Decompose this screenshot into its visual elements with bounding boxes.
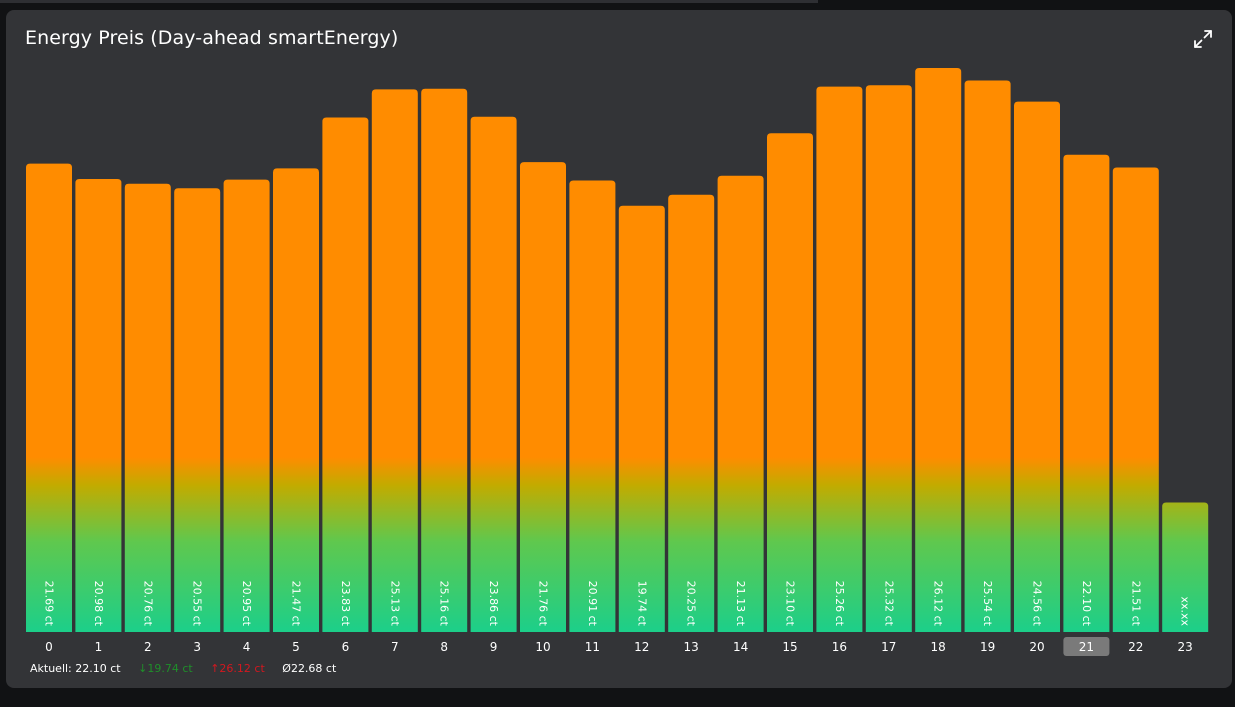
bar-4[interactable]	[223, 179, 270, 632]
x-tick-7: 7	[391, 640, 399, 654]
bar-11[interactable]	[569, 180, 616, 633]
value-label-15: 23.10 ct	[784, 581, 797, 627]
value-label-23: xx.xx	[1179, 596, 1192, 626]
x-tick-20: 20	[1029, 640, 1044, 654]
x-tick-16: 16	[832, 640, 847, 654]
value-label-4: 20.95 ct	[240, 581, 253, 627]
max-price: ↑26.12 ct	[210, 662, 265, 675]
x-tick-10: 10	[535, 640, 550, 654]
top-strip	[0, 0, 818, 3]
bar-3[interactable]	[174, 188, 221, 632]
value-label-3: 20.55 ct	[191, 581, 204, 627]
x-tick-5: 5	[292, 640, 300, 654]
x-tick-13: 13	[684, 640, 699, 654]
bar-19[interactable]	[964, 80, 1011, 632]
value-label-7: 25.13 ct	[388, 581, 401, 627]
bar-14[interactable]	[717, 175, 764, 632]
bar-15[interactable]	[767, 133, 813, 632]
x-tick-8: 8	[440, 640, 448, 654]
footer-stats: Aktuell: 22.10 ct ↓19.74 ct ↑26.12 ct Ø2…	[30, 662, 350, 675]
bar-21[interactable]	[1063, 154, 1110, 633]
bar-16[interactable]	[816, 86, 863, 632]
bar-13[interactable]	[668, 194, 715, 633]
card-title: Energy Preis (Day-ahead smartEnergy)	[25, 27, 399, 49]
value-label-16: 25.26 ct	[833, 581, 846, 627]
bar-17[interactable]	[865, 85, 912, 633]
x-tick-22: 22	[1128, 640, 1143, 654]
x-tick-12: 12	[634, 640, 649, 654]
expand-icon[interactable]	[1192, 28, 1214, 50]
value-label-9: 23.86 ct	[487, 581, 500, 627]
x-tick-9: 9	[490, 640, 498, 654]
value-label-11: 20.91 ct	[586, 581, 599, 627]
x-tick-1: 1	[95, 640, 103, 654]
current-hour-highlight	[1063, 637, 1110, 656]
bar-22[interactable]	[1112, 167, 1159, 632]
value-label-10: 21.76 ct	[537, 581, 550, 627]
bar-9[interactable]	[470, 116, 517, 633]
bar-chart: 21.69 ct 0 20.98 ct 1 20.76 ct 2 20.55 ct 3 20.9…	[26, 68, 1209, 656]
value-label-5: 21.47 ct	[290, 581, 303, 627]
value-label-18: 26.12 ct	[932, 581, 945, 627]
value-label-22: 21.51 ct	[1129, 581, 1142, 627]
avg-price: Ø22.68 ct	[282, 662, 337, 675]
value-label-0: 21.69 ct	[43, 581, 56, 627]
x-tick-21: 21	[1079, 640, 1094, 654]
bar-1[interactable]	[75, 178, 122, 633]
current-price: Aktuell: 22.10 ct	[30, 662, 121, 675]
bar-5[interactable]	[273, 168, 319, 632]
x-tick-14: 14	[733, 640, 748, 654]
value-label-8: 25.16 ct	[438, 581, 451, 627]
chart-card: Energy Preis (Day-ahead smartEnergy) 21.…	[6, 10, 1232, 688]
bar-8[interactable]	[421, 88, 468, 632]
value-label-20: 24.56 ct	[1031, 581, 1044, 627]
x-tick-4: 4	[243, 640, 251, 654]
x-tick-23: 23	[1178, 640, 1193, 654]
value-label-21: 22.10 ct	[1080, 581, 1093, 627]
value-label-1: 20.98 ct	[92, 581, 105, 627]
bar-10[interactable]	[520, 162, 566, 632]
x-tick-6: 6	[342, 640, 350, 654]
x-tick-3: 3	[193, 640, 201, 654]
bar-23[interactable]	[1162, 502, 1209, 632]
x-tick-11: 11	[585, 640, 600, 654]
value-label-12: 19.74 ct	[635, 581, 648, 627]
value-label-17: 25.32 ct	[882, 581, 895, 627]
min-price: ↓19.74 ct	[138, 662, 193, 675]
bar-12[interactable]	[618, 205, 665, 632]
x-tick-2: 2	[144, 640, 152, 654]
value-label-14: 21.13 ct	[734, 581, 747, 627]
value-label-13: 20.25 ct	[685, 581, 698, 627]
bar-7[interactable]	[371, 89, 418, 633]
value-label-6: 23.83 ct	[339, 581, 352, 627]
x-tick-0: 0	[45, 640, 53, 654]
value-label-2: 20.76 ct	[141, 581, 154, 627]
bar-20[interactable]	[1014, 101, 1060, 633]
bar-0[interactable]	[26, 163, 72, 632]
bar-6[interactable]	[322, 117, 369, 633]
bar-18[interactable]	[915, 68, 962, 632]
x-tick-17: 17	[881, 640, 896, 654]
x-tick-19: 19	[980, 640, 995, 654]
x-tick-18: 18	[931, 640, 946, 654]
x-tick-15: 15	[782, 640, 797, 654]
bar-2[interactable]	[124, 183, 171, 632]
value-label-19: 25.54 ct	[981, 581, 994, 627]
